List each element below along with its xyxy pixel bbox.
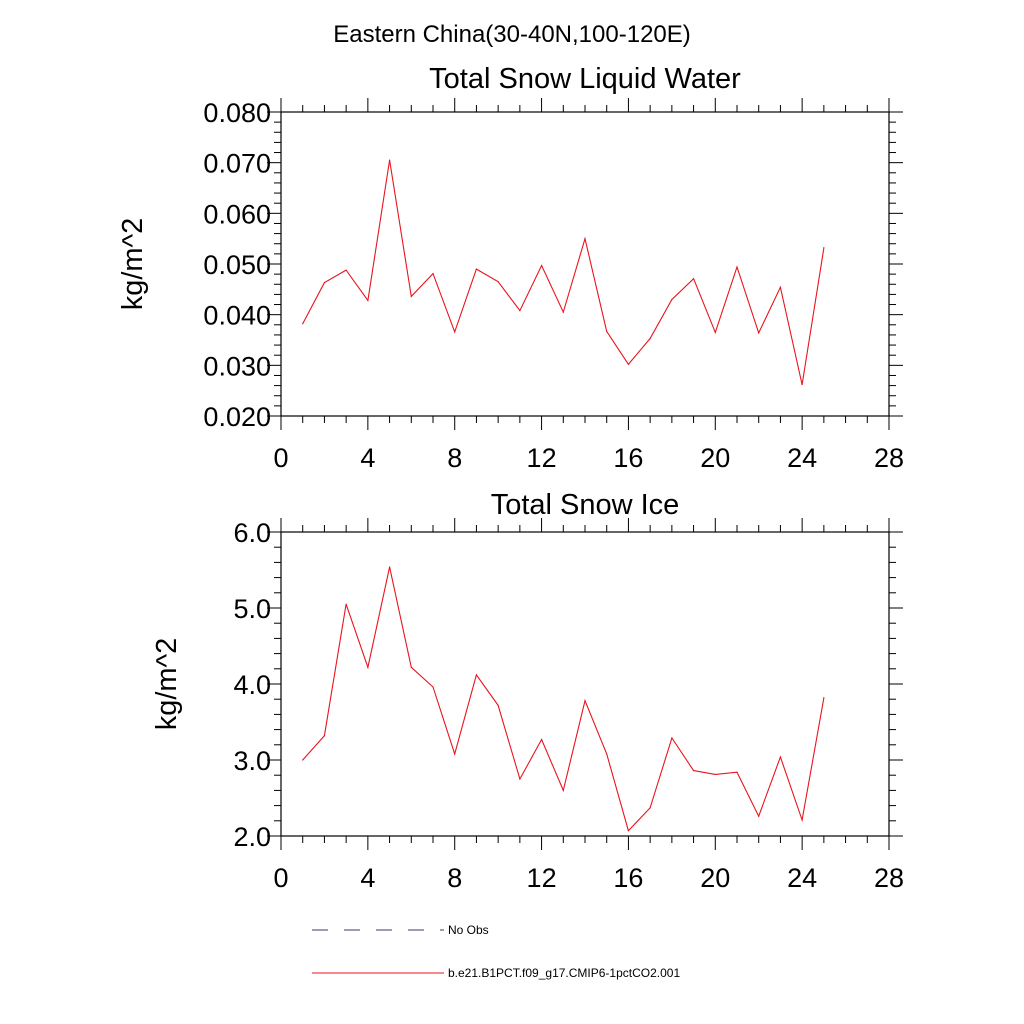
data-point xyxy=(432,686,434,688)
data-point xyxy=(801,383,803,386)
data-point xyxy=(410,295,412,298)
y-tick-label: 0.080 xyxy=(203,98,271,128)
data-point xyxy=(540,264,543,267)
figure-title: Eastern China(30-40N,100-120E) xyxy=(333,21,691,48)
y-axis-label: kg/m^2 xyxy=(117,218,149,311)
data-point xyxy=(606,753,608,755)
data-point xyxy=(410,666,412,668)
data-point xyxy=(302,759,304,761)
chart-panel-snow-liquid-water: Total Snow Liquid Water kg/m^2 0 4 8 12 16 20 24… xyxy=(117,63,904,473)
data-point xyxy=(823,697,825,699)
data-point xyxy=(475,268,478,270)
data-point xyxy=(519,310,521,312)
data-point xyxy=(627,363,630,365)
data-point xyxy=(367,666,369,668)
x-tick-label: 24 xyxy=(787,863,817,893)
data-point xyxy=(736,266,738,268)
legend-label: b.e21.B1PCT.f09_g17.CMIP6-1pctCO2.001 xyxy=(448,966,680,980)
plot-frame xyxy=(280,531,890,837)
series-line xyxy=(302,160,825,385)
data-point xyxy=(345,269,347,271)
legend-label: No Obs xyxy=(448,923,489,937)
data-point xyxy=(779,286,782,288)
y-tick-label: 2.0 xyxy=(233,822,271,852)
data-point xyxy=(562,311,564,313)
data-point xyxy=(519,778,521,780)
series-line xyxy=(302,566,825,832)
x-tick-label: 8 xyxy=(447,863,462,893)
data-point xyxy=(671,737,673,739)
data-point xyxy=(497,281,499,283)
data-point xyxy=(497,704,499,706)
data-point xyxy=(692,278,695,280)
y-tick-label: 6.0 xyxy=(233,518,271,548)
data-point xyxy=(758,332,760,334)
chart-panel-snow-ice: Total Snow Ice kg/m^2 0 4 8 12 16 20 24 28 2.0 3.0 4… xyxy=(151,489,904,893)
y-tick-label: 3.0 xyxy=(233,746,271,776)
data-point xyxy=(649,337,651,340)
data-point xyxy=(367,299,369,302)
y-tick-label: 5.0 xyxy=(233,594,271,624)
legend: No Obs b.e21.B1PCT.f09_g17.CMIP6-1pctCO2.… xyxy=(312,923,680,980)
data-point xyxy=(540,738,543,741)
data-point xyxy=(758,815,760,817)
y-axis-label: kg/m^2 xyxy=(151,638,183,731)
x-tick-label: 0 xyxy=(273,443,288,473)
data-point xyxy=(801,819,803,821)
x-tick-label: 0 xyxy=(273,863,288,893)
data-point xyxy=(627,830,630,832)
data-point xyxy=(454,331,456,333)
y-tick-label: 0.020 xyxy=(203,402,271,432)
data-point xyxy=(671,298,673,301)
x-tick-label: 28 xyxy=(874,443,904,473)
chart-title: Total Snow Liquid Water xyxy=(429,63,741,95)
data-point xyxy=(736,771,738,773)
data-point xyxy=(302,323,304,325)
x-tick-label: 16 xyxy=(613,443,643,473)
data-point xyxy=(714,331,716,333)
x-tick-label: 28 xyxy=(874,863,904,893)
data-point xyxy=(779,756,782,758)
data-point xyxy=(562,789,564,792)
y-tick-label: 0.040 xyxy=(203,301,271,331)
data-point xyxy=(714,773,716,776)
data-point xyxy=(454,753,456,755)
data-point xyxy=(649,807,651,809)
y-tick-label: 0.060 xyxy=(203,199,271,229)
chart-title: Total Snow Ice xyxy=(491,489,680,521)
data-point xyxy=(432,273,434,275)
data-point xyxy=(388,566,391,568)
data-point xyxy=(345,603,347,605)
x-tick-label: 20 xyxy=(700,443,730,473)
x-tick-label: 12 xyxy=(527,863,557,893)
x-tick-label: 20 xyxy=(700,863,730,893)
x-tick-label: 12 xyxy=(527,443,557,473)
x-tick-label: 8 xyxy=(447,443,462,473)
data-point xyxy=(692,770,695,772)
plot-frame xyxy=(280,111,890,417)
data-point xyxy=(606,330,608,332)
y-tick-label: 4.0 xyxy=(233,670,271,700)
data-point xyxy=(475,674,478,676)
x-tick-label: 4 xyxy=(360,443,375,473)
y-tick-label: 0.050 xyxy=(203,250,271,280)
data-point xyxy=(323,282,326,284)
data-point xyxy=(584,700,586,702)
x-tick-label: 4 xyxy=(360,863,375,893)
x-tick-label: 24 xyxy=(787,443,817,473)
y-tick-label: 0.030 xyxy=(203,351,271,381)
data-point xyxy=(823,247,825,249)
data-point xyxy=(323,735,326,737)
x-tick-label: 16 xyxy=(613,863,643,893)
data-point xyxy=(584,238,586,240)
data-point xyxy=(388,159,391,161)
y-tick-label: 0.070 xyxy=(203,149,271,179)
